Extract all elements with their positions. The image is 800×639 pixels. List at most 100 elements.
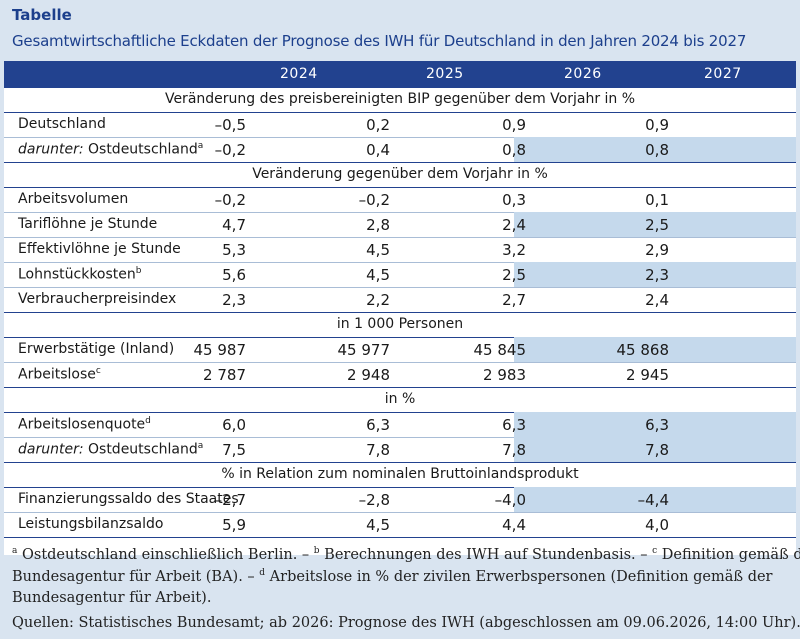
row-label: Lohnstückkostenb <box>18 266 142 283</box>
section-title-text: in % <box>384 391 416 407</box>
row-separator <box>4 137 796 138</box>
row-separator <box>4 287 796 288</box>
cell-2026: –4,0 <box>494 491 526 509</box>
row-label: darunter: Ostdeutschlanda <box>18 441 203 458</box>
cell-2025: 4,5 <box>366 266 390 284</box>
cell-2024: –2,7 <box>214 491 246 509</box>
row-separator <box>4 512 796 513</box>
data-table: 2024 2025 2026 2027 Veränderung des prei… <box>4 61 796 555</box>
table-row: Tariflöhne je Stunde 4,7 2,8 2,4 2,5 <box>4 212 796 237</box>
cell-2024: 5,9 <box>222 516 246 534</box>
cell-2026: 2,7 <box>502 291 526 309</box>
table-row: darunter: Ostdeutschlanda 7,5 7,8 7,8 7,8 <box>4 437 796 462</box>
cell-2026: 4,4 <box>502 516 526 534</box>
cell-2025: 0,2 <box>366 116 390 134</box>
row-label-text: Ostdeutschland <box>88 441 198 458</box>
section-rule <box>4 412 796 413</box>
cell-2025: 4,5 <box>366 241 390 259</box>
section-title: % in Relation zum nominalen Bruttoinland… <box>4 462 796 487</box>
row-label-text: Finanzierungssaldo des Staates <box>18 491 239 507</box>
cell-2025: 0,4 <box>366 141 390 159</box>
footnote-marker: b <box>135 266 142 276</box>
cell-2027: 0,9 <box>645 116 669 134</box>
cell-2024: 2 787 <box>203 366 246 384</box>
table-row: Arbeitsvolumen –0,2 –0,2 0,3 0,1 <box>4 187 796 212</box>
cell-2025: 4,5 <box>366 516 390 534</box>
section-rule <box>4 187 796 188</box>
section-title: in % <box>4 387 796 412</box>
row-label-text: Arbeitslosenquote <box>18 416 146 433</box>
footnote-marker: a <box>197 141 204 151</box>
cell-2025: 7,8 <box>366 441 390 459</box>
cell-2027: 4,0 <box>645 516 669 534</box>
section-rule <box>4 162 796 163</box>
cell-2025: 2 948 <box>347 366 390 384</box>
cell-2027: 7,8 <box>645 441 669 459</box>
row-label: Tariflöhne je Stunde <box>18 216 157 232</box>
cell-2026: 0,3 <box>502 191 526 209</box>
row-label-text: Ostdeutschland <box>88 141 198 158</box>
row-label: Erwerbstätige (Inland) <box>18 341 174 357</box>
row-separator <box>4 362 796 363</box>
cell-2027: 2,5 <box>645 216 669 234</box>
row-label-prefix: darunter: <box>18 441 88 458</box>
row-label-text: Lohnstückkosten <box>18 266 136 283</box>
cell-2026: 0,9 <box>502 116 526 134</box>
cell-2025: 6,3 <box>366 416 390 434</box>
table-row: Deutschland –0,5 0,2 0,9 0,9 <box>4 112 796 137</box>
cell-2024: 2,3 <box>222 291 246 309</box>
section-rule <box>4 387 796 388</box>
cell-2026: 2,4 <box>502 216 526 234</box>
cell-2027: 6,3 <box>645 416 669 434</box>
section-rule <box>4 462 796 463</box>
cell-2025: –2,8 <box>358 491 390 509</box>
cell-2024: 45 987 <box>193 341 247 359</box>
footnote-marker: a <box>197 441 204 451</box>
section-rule <box>4 487 796 488</box>
row-separator <box>4 212 796 213</box>
row-label-prefix: darunter: <box>18 141 88 158</box>
section-title-text: in 1 000 Personen <box>336 316 464 332</box>
cell-2026: 45 845 <box>473 341 527 359</box>
cell-2024: –0,2 <box>214 191 246 209</box>
cell-2026: 7,8 <box>502 441 526 459</box>
row-label-text: Arbeitslose <box>18 366 96 383</box>
section-title: in 1 000 Personen <box>4 312 796 337</box>
row-label: Finanzierungssaldo des Staates <box>18 491 239 507</box>
table-row: Arbeitslosec 2 787 2 948 2 983 2 945 <box>4 362 796 387</box>
row-label-text: Deutschland <box>18 116 106 132</box>
year-header: 2024 2025 2026 2027 <box>4 61 796 87</box>
row-label: darunter: Ostdeutschlanda <box>18 141 203 158</box>
row-label-text: Verbraucherpreisindex <box>18 291 177 307</box>
row-label-text: Tariflöhne je Stunde <box>18 216 158 232</box>
footnotes-line-1: a Ostdeutschland einschließlich Berlin. … <box>12 546 800 563</box>
row-separator <box>4 237 796 238</box>
footnote-marker: b <box>313 546 320 556</box>
row-label-text: Effektivlöhne je Stunde <box>18 241 181 257</box>
cell-2027: –4,4 <box>637 491 669 509</box>
cell-2027: 2,9 <box>645 241 669 259</box>
table-row: darunter: Ostdeutschlanda –0,2 0,4 0,8 0,8 <box>4 137 796 162</box>
row-separator <box>4 437 796 438</box>
row-label: Arbeitsvolumen <box>18 191 128 207</box>
forecast-highlight <box>514 337 796 362</box>
cell-2025: –0,2 <box>358 191 390 209</box>
footnote-d: d Arbeitslose in % der zivilen Erwerbspe… <box>259 568 773 585</box>
table-row: Leistungsbilanzsaldo 5,9 4,5 4,4 4,0 <box>4 512 796 537</box>
source-line: Quellen: Statistisches Bundesamt; ab 202… <box>12 615 800 631</box>
forecast-highlight <box>514 262 796 287</box>
section-title: Veränderung gegenüber dem Vorjahr in % <box>4 162 796 187</box>
table-row: Arbeitslosenquoted 6,0 6,3 6,3 6,3 <box>4 412 796 437</box>
year-2024: 2024 <box>280 66 318 82</box>
cell-2024: 4,7 <box>222 216 246 234</box>
year-2027: 2027 <box>704 66 742 82</box>
row-label-text: Leistungsbilanzsaldo <box>18 516 164 532</box>
forecast-highlight <box>514 212 796 237</box>
section-title-text: % in Relation zum nominalen Bruttoinland… <box>221 466 579 482</box>
cell-2024: 6,0 <box>222 416 246 434</box>
section-title-text: Veränderung gegenüber dem Vorjahr in % <box>252 166 548 182</box>
year-2026: 2026 <box>564 66 602 82</box>
footnotes-line-2: Bundesagentur für Arbeit (BA). – d Arbei… <box>12 568 773 585</box>
cell-2026: 2 983 <box>483 366 526 384</box>
year-2025: 2025 <box>426 66 464 82</box>
